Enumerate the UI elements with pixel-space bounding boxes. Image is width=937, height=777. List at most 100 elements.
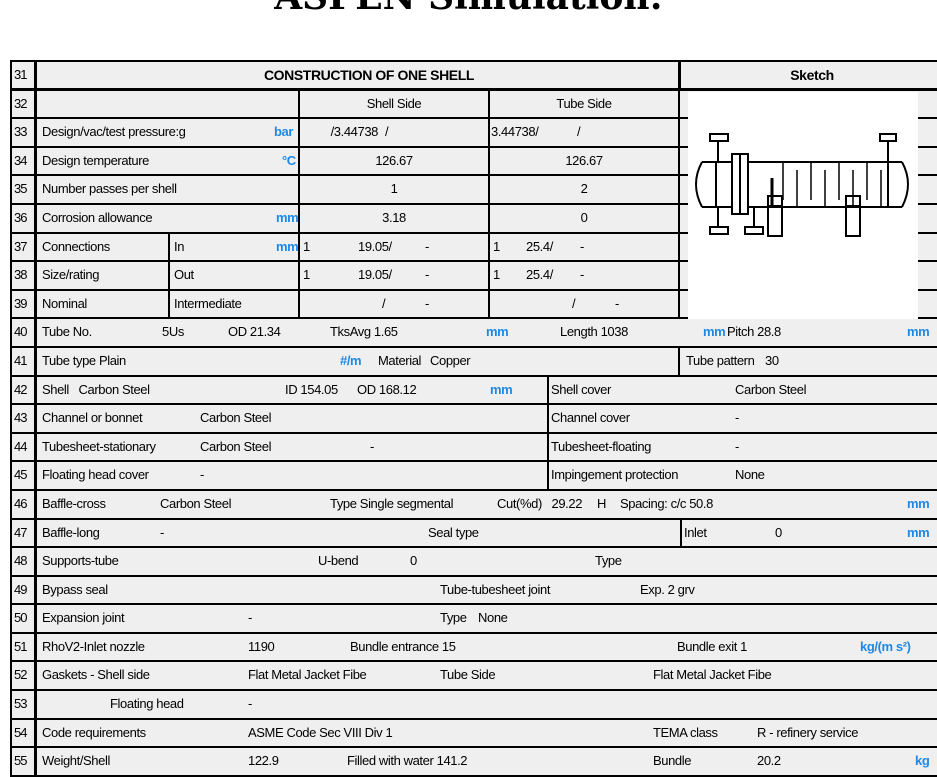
label: Baffle-long [42,524,100,540]
value: Filled with water 141.2 [347,753,468,769]
label: Tube-tubesheet joint [440,581,551,597]
label: Connections [42,238,110,254]
label: RhoV2-Inlet nozzle [42,638,145,654]
label: Size/rating [42,267,100,283]
row-32: 32 Shell Side Tube Side [12,90,937,120]
heat-exchanger-sketch-icon [688,92,918,319]
value: ID 154.05 [285,381,338,397]
row-number: 39 [12,290,37,318]
row-53: 53 Floating head - [12,691,937,720]
label: Baffle-cross [42,495,106,511]
value: H [597,495,606,511]
row-39: 39 Nominal Intermediate / - / - [12,290,937,320]
column-divider [678,90,680,118]
label: Channel cover [551,410,630,426]
value: Carbon Steel [160,495,232,511]
label: Shell Carbon Steel [42,381,150,397]
row-number: 48 [12,548,37,575]
value: - [615,295,619,311]
row-number: 52 [12,662,37,690]
value: 1 [303,238,310,254]
value: Copper [430,352,471,368]
column-divider [298,204,300,232]
row-number: 42 [12,376,37,404]
column-divider [678,62,681,88]
unit: mm [486,324,509,340]
label: Floating head [110,696,184,712]
label: Type [440,610,467,626]
row-49: 49 Bypass seal Tube-tubesheet joint Exp.… [12,576,937,606]
value: Cut(%d) 29.22 [497,495,583,511]
unit: mm [276,209,299,225]
value: - [160,524,164,540]
unit: mm [490,381,513,397]
value: 3.18 [382,209,406,225]
label: Tube Side [440,667,496,683]
value: 20.2 [757,753,781,769]
value: 30 [765,352,779,368]
row-number: 49 [12,576,37,604]
column-divider [680,519,682,547]
label: Tube type Plain [42,352,126,368]
value: 126.67 [375,152,413,168]
unit: mm [907,495,930,511]
value: Exp. 2 grv [640,581,695,597]
row-40: 40 Tube No. 5Us OD 21.34 TksAvg 1.65 mm … [12,319,937,348]
value: 1 [390,181,398,197]
column-divider [168,262,170,289]
value: 3.44738/ [491,124,539,140]
unit: mm [907,324,930,340]
column-divider [298,233,300,261]
label: Inlet [684,524,707,540]
value: None [735,467,765,483]
construction-sheet: 31 CONSTRUCTION OF ONE SHELL Sketch 32 S… [10,60,937,777]
value: - [370,438,374,454]
label: Material [378,352,422,368]
label: Type [595,553,622,569]
value: 19.05/ [358,238,392,254]
column-divider [488,290,490,318]
row-number: 35 [12,176,37,203]
row-number: 37 [12,233,37,261]
row-45: 45 Floating head cover - Impingement pro… [12,462,937,491]
column-divider [298,90,300,118]
value: Pitch 28.8 [727,324,781,340]
row-number: 33 [12,119,37,146]
value: - [580,238,584,254]
value: 5Us [162,324,184,340]
value: Flat Metal Jacket Fibe [653,667,772,683]
column-divider [547,376,549,404]
label: Shell cover [551,381,611,397]
label: Design/vac/test pressure:g [42,124,186,140]
unit: mm [907,524,930,540]
label: Supports-tube [42,553,119,569]
column-divider [547,433,549,461]
column-divider [168,233,170,261]
column-divider [547,405,549,432]
value: Bundle exit 1 [677,638,747,654]
value: / [577,124,581,140]
value: - [580,267,584,283]
value: Carbon Steel [735,381,807,397]
row-54: 54 Code requirements ASME Code Sec VIII … [12,719,937,749]
row-number: 45 [12,462,37,489]
column-divider [488,90,490,118]
unit: mm [703,324,726,340]
value: - [735,410,739,426]
value: None [478,610,508,626]
row-number: 46 [12,490,37,518]
label: Seal type [428,524,479,540]
label: Gaskets - Shell side [42,667,150,683]
row-number: 50 [12,605,37,632]
column-divider [547,462,549,489]
value: - [200,467,204,483]
column-divider [678,119,680,146]
row-41: 41 Tube type Plain #/m Material Copper T… [12,347,937,377]
unit: #/m [340,352,362,368]
label: Tubesheet-floating [551,438,651,454]
label: Design temperature [42,152,149,168]
unit: kg [915,753,930,769]
row-46: 46 Baffle-cross Carbon Steel Type Single… [12,490,937,520]
row-36: 36 Corrosion allowance mm 3.18 0 [12,204,937,234]
column-divider [298,147,300,175]
